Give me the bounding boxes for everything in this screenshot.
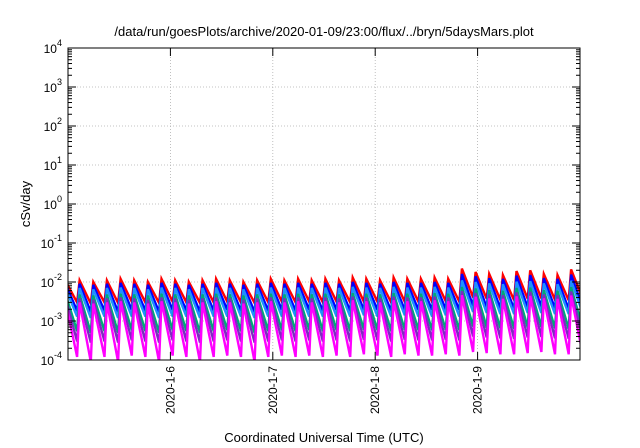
y-tick-label: 102 bbox=[44, 116, 62, 134]
x-axis-label: Coordinated Universal Time (UTC) bbox=[224, 430, 423, 445]
y-tick-label: 10-3 bbox=[41, 311, 62, 329]
chart-title: /data/run/goesPlots/archive/2020-01-09/2… bbox=[114, 24, 534, 39]
y-axis-label: cSv/day bbox=[18, 180, 33, 227]
y-axis-ticks: 10-4 10-3 10-2 10-1 100 101 102 103 104 bbox=[41, 38, 580, 368]
x-tick-label: 2020-1-9 bbox=[471, 366, 485, 414]
y-tick-label: 10-2 bbox=[41, 272, 62, 290]
series-line-5 bbox=[68, 294, 580, 360]
series-layer bbox=[68, 268, 580, 360]
x-tick-label: 2020-1-6 bbox=[163, 366, 177, 414]
y-tick-label: 103 bbox=[44, 77, 62, 95]
y-tick-label: 100 bbox=[44, 194, 62, 212]
x-tick-label: 2020-1-8 bbox=[368, 366, 382, 414]
grid-layer bbox=[68, 48, 580, 360]
y-tick-label: 101 bbox=[44, 155, 62, 173]
x-axis-ticks: 2020-1-6 2020-1-7 2020-1-8 2020-1-9 bbox=[163, 48, 485, 414]
y-tick-label: 10-1 bbox=[41, 233, 62, 251]
x-tick-label: 2020-1-7 bbox=[266, 366, 280, 414]
y-tick-label: 104 bbox=[44, 38, 62, 56]
y-tick-label: 10-4 bbox=[41, 350, 62, 368]
